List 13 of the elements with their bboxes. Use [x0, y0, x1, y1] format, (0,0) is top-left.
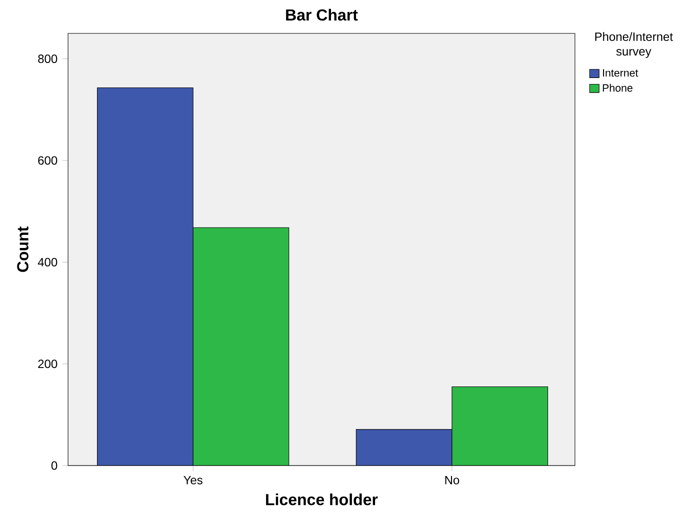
y-tick-label: 0 [51, 461, 58, 470]
x-axis-title: Licence holder [266, 494, 378, 506]
y-tick-label: 400 [38, 258, 58, 266]
x-tick-label: Yes [184, 476, 202, 484]
y-tick-label: 600 [38, 156, 58, 165]
y-tick-label: 200 [38, 360, 58, 368]
legend-label: Internet [603, 69, 638, 77]
chart-title: Bar Chart [286, 8, 358, 21]
legend-title: Phone/Internet survey [595, 32, 673, 58]
legend-label: Phone [602, 84, 632, 92]
x-tick-label: No [445, 476, 460, 484]
y-axis-title: Count [17, 226, 28, 272]
y-tick-label: 800 [38, 54, 58, 64]
